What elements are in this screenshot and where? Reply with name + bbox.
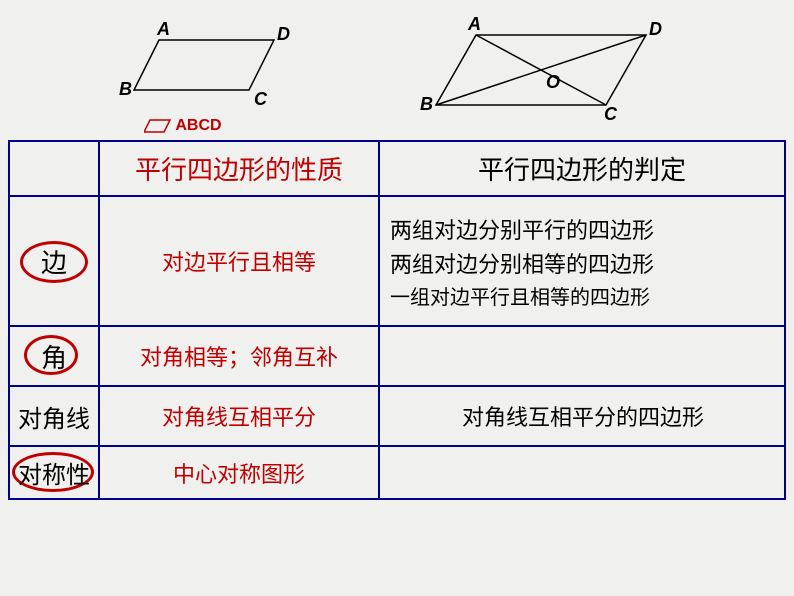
caption-text: ABCD	[175, 117, 221, 134]
vertex-a: A	[156, 19, 170, 39]
properties-table-container: 平行四边形的性质 平行四边形的判定 边 对边平行且相等 两组对边分别平行的四边形…	[8, 140, 786, 500]
header-row: 平行四边形的性质 平行四边形的判定	[9, 141, 785, 196]
judge-line-3: 一组对边平行且相等的四边形	[390, 281, 776, 310]
properties-table: 平行四边形的性质 平行四边形的判定 边 对边平行且相等 两组对边分别平行的四边形…	[8, 140, 786, 500]
angle-row: 角 对角相等；邻角互补	[9, 326, 785, 386]
judge-line-1: 两组对边分别平行的四边形	[390, 213, 776, 245]
header-properties: 平行四边形的性质	[99, 141, 379, 196]
angle-label: 角	[41, 344, 67, 373]
angle-label-cell: 角	[9, 326, 99, 386]
edge-label-cell: 边	[9, 196, 99, 326]
angle-property: 对角相等；邻角互补	[99, 326, 379, 386]
right-diagram: A D B C O	[406, 10, 686, 130]
diagonal-row: 对角线 对角线互相平分 对角线互相平分的四边形	[9, 386, 785, 446]
symmetry-label: 对称性	[18, 463, 90, 489]
diagonal-judgment: 对角线互相平分的四边形	[379, 386, 785, 446]
symmetry-property: 中心对称图形	[99, 446, 379, 499]
vertex-a2: A	[467, 14, 481, 34]
left-diagram: A D B C ABCD	[109, 10, 309, 135]
header-judgment: 平行四边形的判定	[379, 141, 785, 196]
symmetry-judgment	[379, 446, 785, 499]
edge-row: 边 对边平行且相等 两组对边分别平行的四边形 两组对边分别相等的四边形 一组对边…	[9, 196, 785, 326]
vertex-b2: B	[420, 94, 433, 114]
vertex-d2: D	[649, 19, 662, 39]
vertex-c: C	[254, 89, 268, 109]
angle-judgment	[379, 326, 785, 386]
vertex-b: B	[119, 79, 132, 99]
parallelogram-icon	[144, 118, 172, 134]
edge-judgment: 两组对边分别平行的四边形 两组对边分别相等的四边形 一组对边平行且相等的四边形	[379, 196, 785, 326]
parallelogram-abcd: A D B C	[109, 10, 309, 110]
vertex-c2: C	[604, 104, 618, 124]
diagram-caption: ABCD	[144, 117, 309, 135]
center-o: O	[546, 72, 560, 92]
diagonal-label: 对角线	[18, 407, 90, 433]
parallelogram-diagonals: A D B C O	[406, 10, 686, 125]
empty-header	[9, 141, 99, 196]
diagonal-property: 对角线互相平分	[99, 386, 379, 446]
edge-property: 对边平行且相等	[99, 196, 379, 326]
edge-label: 边	[41, 249, 67, 278]
symmetry-label-cell: 对称性	[9, 446, 99, 499]
symmetry-row: 对称性 中心对称图形	[9, 446, 785, 499]
diagrams-area: A D B C ABCD A D B C O	[0, 0, 794, 140]
vertex-d: D	[277, 24, 290, 44]
diagonal-label-cell: 对角线	[9, 386, 99, 446]
judge-line-2: 两组对边分别相等的四边形	[390, 247, 776, 279]
